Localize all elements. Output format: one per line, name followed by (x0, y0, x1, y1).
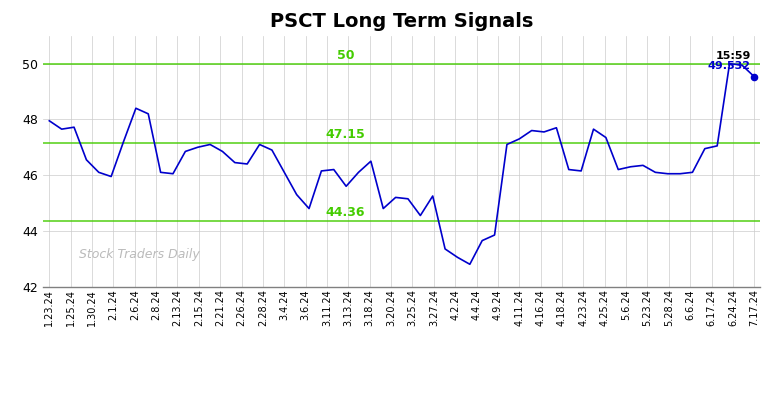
Text: 49.532: 49.532 (708, 61, 750, 71)
Text: 15:59: 15:59 (715, 51, 750, 61)
Title: PSCT Long Term Signals: PSCT Long Term Signals (270, 12, 533, 31)
Text: 47.15: 47.15 (325, 128, 365, 141)
Text: 44.36: 44.36 (325, 206, 365, 219)
Point (748, 74, 760, 80)
Text: 50: 50 (336, 49, 354, 62)
Text: Stock Traders Daily: Stock Traders Daily (79, 248, 200, 261)
